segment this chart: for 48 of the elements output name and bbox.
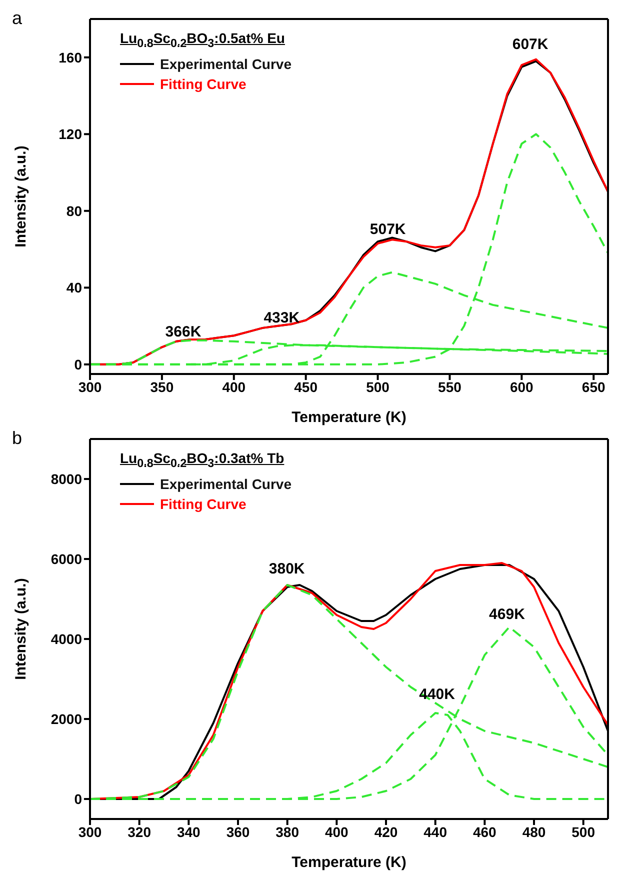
x-tick-label: 600 [510, 378, 534, 395]
y-tick-label: 160 [58, 49, 82, 66]
legend-title: Lu$_{0.8}$Sc$_{0.2}$BO$_{3}$:0.5at% Eu [120, 29, 286, 52]
annotation: 380K [268, 560, 305, 578]
legend-label: Experimental Curve [160, 474, 292, 494]
text: b [12, 428, 22, 449]
x-tick-label: 460 [472, 824, 497, 840]
legend-label: Fitting Curve [160, 74, 246, 94]
y-axis-title: Intensity (a.u.) [12, 146, 30, 248]
x-tick-label: 320 [128, 824, 152, 840]
y-tick-label: 40 [66, 280, 82, 296]
x-tick-label: 480 [522, 824, 546, 840]
x-tick-label: 380 [276, 824, 300, 840]
x-tick-label: 420 [374, 824, 398, 840]
x-tick-label: 500 [572, 824, 596, 840]
x-tick-label: 550 [438, 378, 462, 395]
y-tick-label: 2000 [50, 710, 82, 727]
y-tick-label: 80 [66, 202, 82, 219]
y-tick-label: 6000 [50, 550, 82, 567]
annotation: 433K [264, 310, 300, 327]
text: a [12, 8, 22, 29]
annotation: 440K [419, 686, 456, 703]
annotation: 507K [370, 220, 406, 238]
annotation: 366K [165, 324, 202, 341]
legend-title: Lu$_{0.8}$Sc$_{0.2}$BO$_{3}$:0.3at% Tb [120, 449, 286, 472]
y-tick-label: 120 [58, 126, 82, 142]
y-axis-title: Intensity (a.u.) [12, 578, 30, 680]
legend-label: Fitting Curve [160, 494, 246, 514]
x-tick-label: 340 [176, 824, 201, 840]
y-tick-label: 4000 [50, 630, 82, 647]
x-tick-label: 360 [226, 824, 250, 840]
annotation: 607K [512, 36, 548, 54]
x-tick-label: 350 [150, 378, 174, 395]
x-tick-label: 450 [294, 378, 318, 395]
y-tick-label: 0 [74, 790, 82, 807]
legend-label: Experimental Curve [160, 54, 292, 74]
x-axis-title: Temperature (K) [292, 854, 406, 871]
x-tick-label: 440 [424, 824, 448, 840]
x-tick-label: 400 [324, 824, 349, 840]
x-tick-label: 300 [78, 824, 102, 840]
x-tick-label: 650 [582, 378, 606, 395]
y-tick-label: 0 [74, 356, 82, 372]
y-tick-label: 8000 [50, 470, 82, 487]
x-tick-label: 500 [366, 378, 390, 395]
x-tick-label: 400 [222, 378, 246, 395]
x-tick-label: 300 [78, 378, 102, 395]
x-axis-title: Temperature (K) [292, 409, 406, 426]
annotation: 469K [489, 606, 526, 624]
